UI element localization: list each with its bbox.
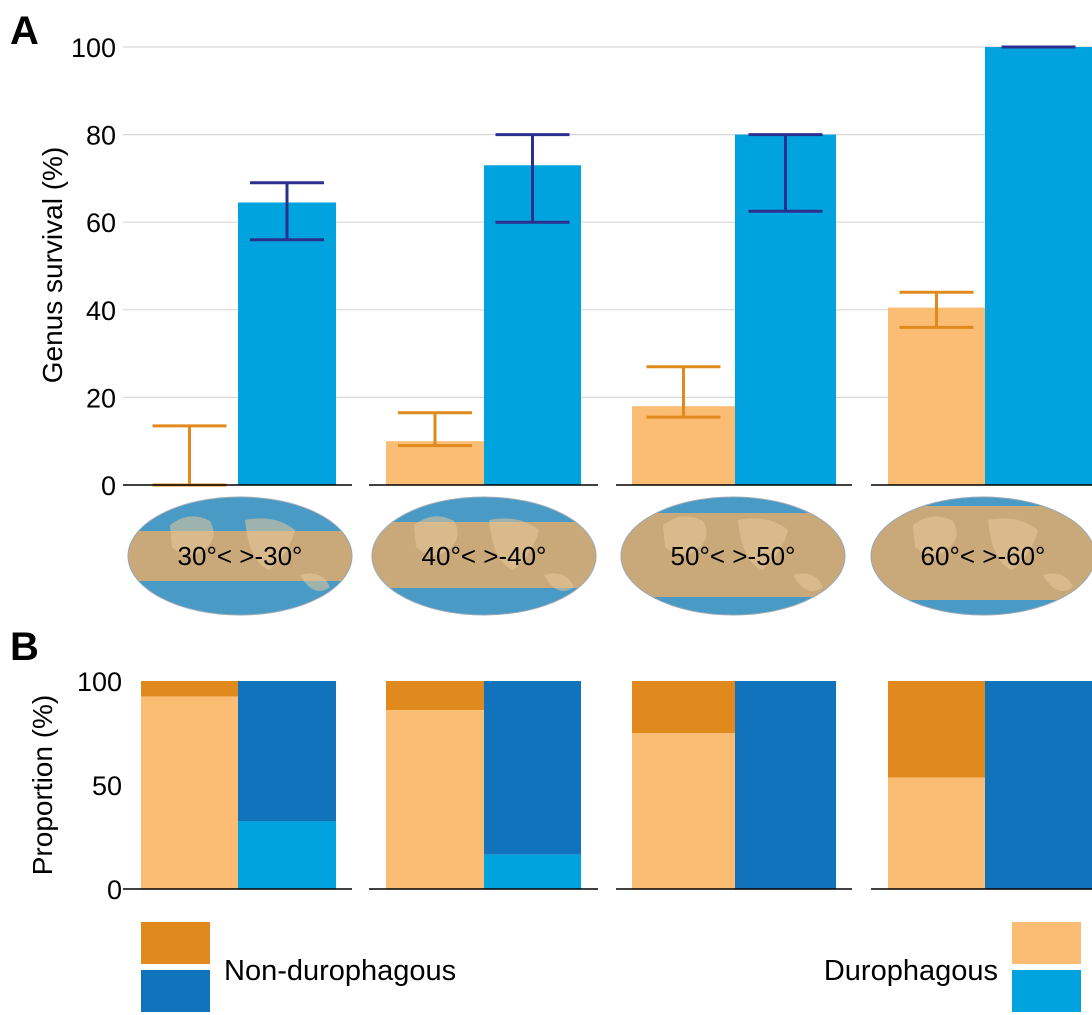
survival-error-bar-0-2 <box>646 365 721 419</box>
survival-error-bar-1-0 <box>250 181 324 242</box>
map-continents <box>663 516 823 591</box>
proportion-bar-top-0-0 <box>141 681 238 697</box>
map-land-band <box>128 531 352 581</box>
legend-swatch-nondurophagous-orange <box>141 922 210 964</box>
proportion-bar-top-1-0 <box>238 681 336 822</box>
proportion-y-tick-label-1: 50 <box>92 771 122 801</box>
proportion-bar-bottom-1-1 <box>484 854 581 889</box>
survival-error-bar-0-3 <box>899 290 974 329</box>
survival-error-bar-0-1 <box>398 411 472 448</box>
latitude-map-2: 50°< >-50° <box>620 496 846 616</box>
survival-bar-0-3 <box>888 307 985 485</box>
legend-label-durophagous: Durophagous <box>824 955 998 987</box>
map-label-1: 40°< >-40° <box>422 541 547 571</box>
proportion-bar-top-1-2 <box>735 681 836 889</box>
latitude-maps: 30°< >-30° 40°< >-40° 50°< >-50° <box>127 496 1092 616</box>
legend-swatch-durophagous-orange <box>1012 922 1081 964</box>
proportion-bar-top-1-1 <box>484 681 581 855</box>
map-label-0: 30°< >-30° <box>178 541 303 571</box>
proportion-bar-bottom-0-0 <box>141 696 238 889</box>
legend-swatch-durophagous-blue <box>1012 970 1081 1012</box>
map-continents <box>913 516 1073 591</box>
proportion-y-tick-label-2: 100 <box>77 667 122 697</box>
survival-error-bar-1-2 <box>748 133 823 213</box>
map-label-2: 50°< >-50° <box>671 541 796 571</box>
proportion-chart: 0 50 100 Proportion (%) <box>27 667 1092 905</box>
panel-letter-a: A <box>10 9 39 53</box>
survival-bar-0-2 <box>632 406 735 485</box>
proportion-y-ticks: 0 50 100 <box>77 667 122 905</box>
latitude-map-0: 30°< >-30° <box>127 496 353 616</box>
survival-y-tick-label-4: 80 <box>86 121 116 151</box>
survival-error-bar-0-0 <box>152 424 227 487</box>
survival-y-tick-label-1: 20 <box>86 383 116 413</box>
legend-swatch-nondurophagous-blue <box>141 970 210 1012</box>
latitude-map-1: 40°< >-40° <box>371 496 597 616</box>
survival-chart: 0 20 40 60 80 100 Genus survival (%) <box>37 33 1092 501</box>
proportion-bar-bottom-0-2 <box>632 733 735 889</box>
map-continents <box>414 516 574 591</box>
survival-bar-1-3 <box>985 47 1092 485</box>
proportion-bar-top-0-3 <box>888 681 985 778</box>
survival-bars <box>238 47 1092 486</box>
survival-bar-0-1 <box>386 441 484 485</box>
proportion-y-axis-label: Proportion (%) <box>27 695 58 876</box>
survival-y-axis-label: Genus survival (%) <box>37 147 68 384</box>
latitude-map-3: 60°< >-60° <box>870 496 1092 616</box>
map-label-3: 60°< >-60° <box>921 541 1046 571</box>
survival-y-tick-label-0: 0 <box>101 471 116 501</box>
proportion-bar-bottom-1-0 <box>238 821 336 889</box>
proportion-bar-bottom-0-1 <box>386 710 484 889</box>
proportion-bars <box>141 681 1092 889</box>
survival-y-tick-label-3: 60 <box>86 208 116 238</box>
survival-bar-1-0 <box>238 202 336 486</box>
proportion-y-tick-label-0: 0 <box>107 875 122 905</box>
map-continents <box>170 516 330 591</box>
panel-letter-b: B <box>10 625 39 669</box>
proportion-bar-top-0-1 <box>386 681 484 711</box>
survival-error-bar-1-1 <box>495 133 570 224</box>
proportion-bar-bottom-0-3 <box>888 777 985 889</box>
proportion-bar-top-1-3 <box>985 681 1092 889</box>
survival-y-ticks: 0 20 40 60 80 100 <box>71 33 116 501</box>
legend: Non-durophagous Durophagous <box>141 922 1081 1012</box>
survival-y-tick-label-2: 40 <box>86 296 116 326</box>
legend-label-nondurophagous: Non-durophagous <box>224 955 456 987</box>
survival-y-tick-label-5: 100 <box>71 33 116 63</box>
proportion-bar-top-0-2 <box>632 681 735 733</box>
